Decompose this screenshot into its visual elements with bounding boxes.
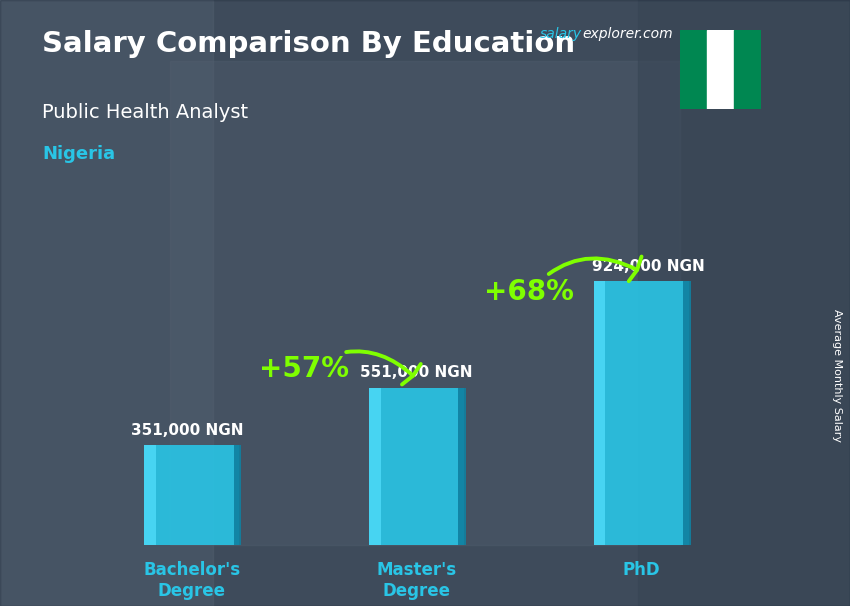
Text: +57%: +57%	[259, 351, 421, 384]
Bar	[234, 445, 241, 545]
Text: salary: salary	[540, 27, 582, 41]
Bar	[170, 61, 680, 545]
Text: Public Health Analyst: Public Health Analyst	[42, 103, 248, 122]
Text: 551,000 NGN: 551,000 NGN	[360, 365, 473, 381]
Bar	[0, 0, 212, 606]
Bar	[144, 445, 156, 545]
Text: 924,000 NGN: 924,000 NGN	[592, 259, 705, 273]
Text: Average Monthly Salary: Average Monthly Salary	[832, 309, 842, 442]
Text: explorer.com: explorer.com	[582, 27, 673, 41]
Bar	[734, 30, 761, 109]
Bar	[707, 30, 734, 109]
Text: Nigeria: Nigeria	[42, 145, 116, 164]
Text: Salary Comparison By Education: Salary Comparison By Education	[42, 30, 575, 58]
Bar	[144, 445, 239, 545]
Bar	[594, 281, 605, 545]
Bar	[638, 0, 850, 606]
Text: 351,000 NGN: 351,000 NGN	[131, 423, 243, 438]
Bar	[369, 388, 381, 545]
Bar	[594, 281, 688, 545]
Bar	[458, 388, 466, 545]
Bar	[369, 388, 464, 545]
Text: +68%: +68%	[484, 256, 642, 307]
Bar	[683, 281, 691, 545]
Bar	[680, 30, 707, 109]
